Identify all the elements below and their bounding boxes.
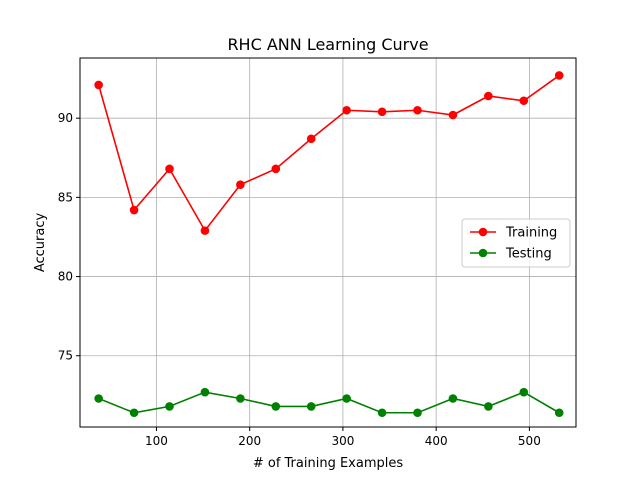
testing-data-point: [129, 408, 139, 418]
x-tick-label: 100: [145, 434, 168, 448]
testing-data-point: [200, 387, 210, 397]
training-data-point: [413, 105, 422, 115]
training-data-point: [519, 96, 529, 106]
training-data-point: [306, 134, 316, 144]
testing-data-point: [519, 387, 529, 397]
tick-layer: 100 200 300 400 500 75 80 85 90: [58, 111, 541, 448]
training-series-line: [97, 74, 560, 233]
testing-data-point: [448, 394, 458, 403]
x-tick-label: 500: [518, 434, 541, 448]
y-tick-label: 90: [58, 111, 73, 125]
legend-testing-marker: [478, 248, 488, 258]
testing-data-point: [413, 408, 422, 418]
x-tick-label: 200: [238, 434, 261, 448]
training-data-point: [484, 91, 493, 101]
y-tick-label: 85: [58, 190, 73, 204]
testing-data-point: [377, 408, 387, 418]
series-layer: [94, 71, 564, 418]
x-tick-label: 300: [331, 434, 354, 448]
y-tick-label: 80: [58, 270, 73, 284]
legend-box: [461, 218, 571, 268]
training-data-point: [94, 80, 103, 90]
training-data-point: [200, 226, 210, 235]
testing-data-point: [342, 394, 351, 403]
testing-data-point: [165, 402, 174, 411]
legend-training-marker: [478, 227, 488, 237]
x-tick-label: 400: [425, 434, 448, 448]
plot-frame: [79, 57, 577, 428]
testing-data-point: [306, 402, 316, 411]
testing-data-point: [484, 402, 493, 411]
testing-series-line: [98, 391, 560, 414]
legend: Training Testing: [461, 218, 571, 268]
training-data-point: [342, 105, 351, 115]
x-axis-label: # of Training Examples: [253, 456, 404, 471]
testing-data-point: [94, 394, 103, 403]
legend-training-label: Training: [505, 226, 557, 241]
legend-testing-label: Testing: [505, 247, 552, 262]
chart-title: RHC ANN Learning Curve: [227, 35, 428, 54]
training-data-point: [554, 71, 564, 80]
y-tick-label: 75: [58, 349, 73, 363]
testing-data-point: [236, 394, 245, 403]
testing-data-point: [271, 402, 281, 411]
training-data-point: [271, 164, 281, 174]
testing-data-point: [554, 408, 564, 418]
training-data-point: [129, 205, 139, 215]
y-axis-label: Accuracy: [33, 213, 48, 273]
training-data-point: [448, 110, 458, 120]
training-data-point: [165, 164, 174, 174]
training-data-point: [236, 180, 245, 189]
grid-layer: [80, 58, 576, 427]
training-data-point: [377, 107, 387, 117]
